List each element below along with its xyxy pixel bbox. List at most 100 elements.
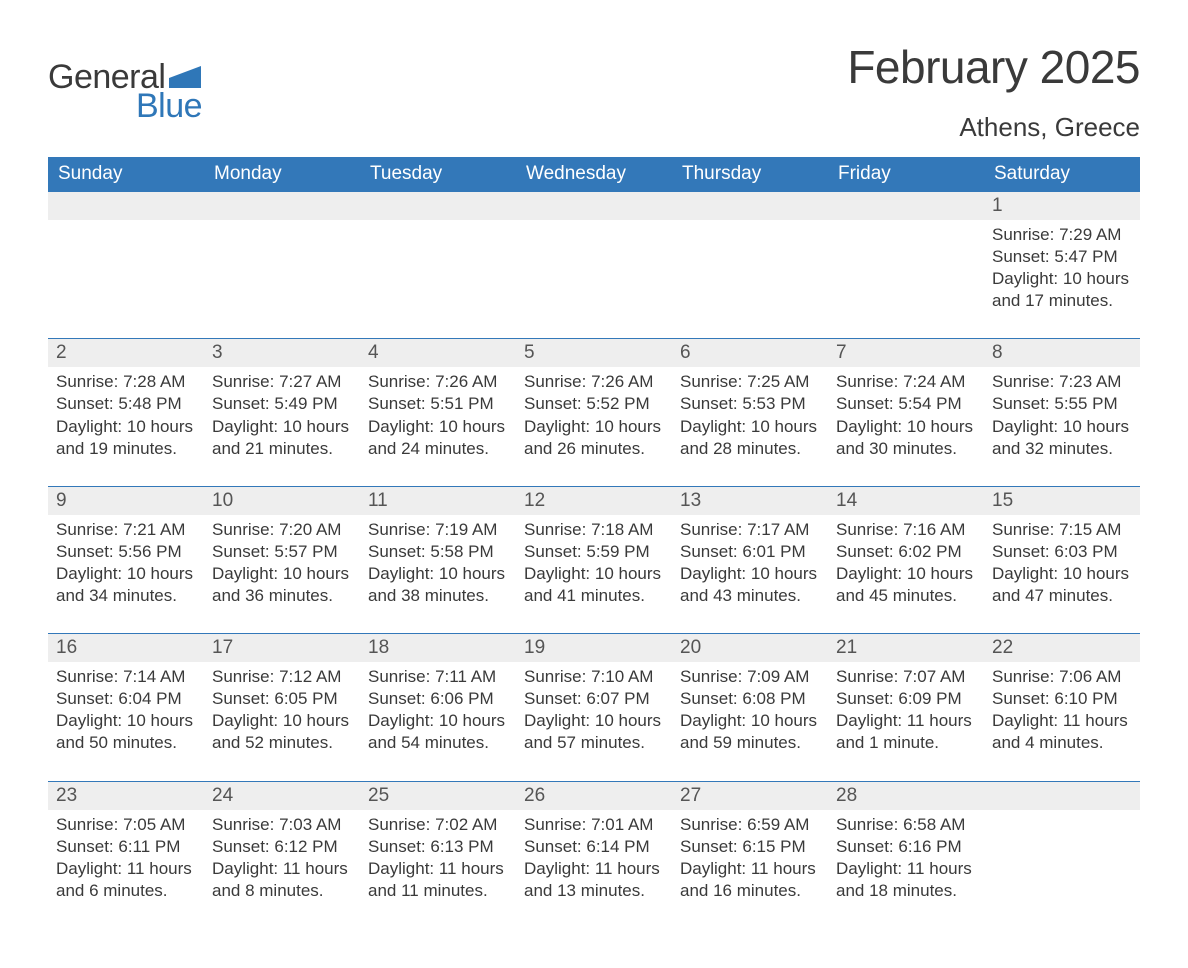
sunrise-text: Sunrise: 7:14 AM [56, 666, 196, 688]
daylight-text: Daylight: 10 hours and 17 minutes. [992, 268, 1132, 312]
sunset-text: Sunset: 6:01 PM [680, 541, 820, 563]
sunrise-text: Sunrise: 6:58 AM [836, 814, 976, 836]
sunset-text: Sunset: 5:53 PM [680, 393, 820, 415]
sunrise-text: Sunrise: 7:12 AM [212, 666, 352, 688]
calendar-day-number: 24 [204, 782, 360, 810]
daylight-text: Daylight: 10 hours and 45 minutes. [836, 563, 976, 607]
calendar-day-number: 5 [516, 339, 672, 367]
sunrise-text: Sunrise: 7:01 AM [524, 814, 664, 836]
sunrise-text: Sunrise: 7:09 AM [680, 666, 820, 688]
calendar-day-cell: Sunrise: 7:29 AMSunset: 5:47 PMDaylight:… [984, 220, 1140, 338]
daylight-text: Daylight: 11 hours and 16 minutes. [680, 858, 820, 902]
calendar-day-number: 6 [672, 339, 828, 367]
calendar-day-number: 14 [828, 487, 984, 515]
calendar-day-cell: Sunrise: 7:25 AMSunset: 5:53 PMDaylight:… [672, 367, 828, 485]
sunrise-text: Sunrise: 7:29 AM [992, 224, 1132, 246]
sunrise-text: Sunrise: 7:07 AM [836, 666, 976, 688]
daylight-text: Daylight: 11 hours and 18 minutes. [836, 858, 976, 902]
calendar-daynum-row: 2345678 [48, 338, 1140, 367]
calendar-day-number: 17 [204, 634, 360, 662]
daylight-text: Daylight: 10 hours and 41 minutes. [524, 563, 664, 607]
daylight-text: Daylight: 10 hours and 36 minutes. [212, 563, 352, 607]
calendar-day-number: 21 [828, 634, 984, 662]
calendar-day-cell: Sunrise: 6:59 AMSunset: 6:15 PMDaylight:… [672, 810, 828, 928]
calendar-day-number [516, 192, 672, 220]
sunset-text: Sunset: 6:16 PM [836, 836, 976, 858]
calendar-day-number: 28 [828, 782, 984, 810]
sunset-text: Sunset: 5:55 PM [992, 393, 1132, 415]
calendar-day-number: 7 [828, 339, 984, 367]
sunrise-text: Sunrise: 7:23 AM [992, 371, 1132, 393]
daylight-text: Daylight: 11 hours and 6 minutes. [56, 858, 196, 902]
calendar-day-cell: Sunrise: 7:09 AMSunset: 6:08 PMDaylight:… [672, 662, 828, 780]
calendar-day-number: 18 [360, 634, 516, 662]
sunset-text: Sunset: 5:51 PM [368, 393, 508, 415]
calendar-day-cell: Sunrise: 7:15 AMSunset: 6:03 PMDaylight:… [984, 515, 1140, 633]
calendar-day-cell [984, 810, 1140, 928]
sunrise-text: Sunrise: 7:02 AM [368, 814, 508, 836]
header-row: General Blue February 2025 Athens, Greec… [48, 40, 1140, 143]
calendar-day-cell: Sunrise: 7:05 AMSunset: 6:11 PMDaylight:… [48, 810, 204, 928]
calendar-day-cell: Sunrise: 7:19 AMSunset: 5:58 PMDaylight:… [360, 515, 516, 633]
sunrise-text: Sunrise: 7:26 AM [368, 371, 508, 393]
daylight-text: Daylight: 11 hours and 8 minutes. [212, 858, 352, 902]
calendar-day-cell: Sunrise: 7:18 AMSunset: 5:59 PMDaylight:… [516, 515, 672, 633]
sunrise-text: Sunrise: 7:28 AM [56, 371, 196, 393]
sunset-text: Sunset: 5:48 PM [56, 393, 196, 415]
calendar-day-number: 11 [360, 487, 516, 515]
calendar-day-number: 3 [204, 339, 360, 367]
title-month-year: February 2025 [847, 40, 1140, 94]
calendar-day-number: 19 [516, 634, 672, 662]
logo-text-blue: Blue [136, 87, 202, 126]
calendar-day-cell [672, 220, 828, 338]
sunrise-text: Sunrise: 6:59 AM [680, 814, 820, 836]
calendar-day-cell [360, 220, 516, 338]
sunset-text: Sunset: 6:09 PM [836, 688, 976, 710]
sunrise-text: Sunrise: 7:21 AM [56, 519, 196, 541]
calendar-daybody-row: Sunrise: 7:29 AMSunset: 5:47 PMDaylight:… [48, 220, 1140, 338]
calendar-daybody-row: Sunrise: 7:14 AMSunset: 6:04 PMDaylight:… [48, 662, 1140, 780]
calendar-day-number: 27 [672, 782, 828, 810]
daylight-text: Daylight: 10 hours and 38 minutes. [368, 563, 508, 607]
calendar-day-cell [48, 220, 204, 338]
sunset-text: Sunset: 5:56 PM [56, 541, 196, 563]
calendar-daynum-row: 1 [48, 191, 1140, 220]
sunrise-text: Sunrise: 7:27 AM [212, 371, 352, 393]
calendar-day-cell: Sunrise: 7:26 AMSunset: 5:52 PMDaylight:… [516, 367, 672, 485]
daylight-text: Daylight: 10 hours and 24 minutes. [368, 416, 508, 460]
sunrise-text: Sunrise: 7:18 AM [524, 519, 664, 541]
calendar-header-cell: Thursday [672, 157, 828, 191]
sunrise-text: Sunrise: 7:11 AM [368, 666, 508, 688]
calendar-day-number [204, 192, 360, 220]
calendar-day-number: 25 [360, 782, 516, 810]
daylight-text: Daylight: 10 hours and 57 minutes. [524, 710, 664, 754]
daylight-text: Daylight: 10 hours and 43 minutes. [680, 563, 820, 607]
calendar-header-row: SundayMondayTuesdayWednesdayThursdayFrid… [48, 157, 1140, 191]
daylight-text: Daylight: 11 hours and 4 minutes. [992, 710, 1132, 754]
calendar-day-cell: Sunrise: 7:07 AMSunset: 6:09 PMDaylight:… [828, 662, 984, 780]
sunset-text: Sunset: 6:11 PM [56, 836, 196, 858]
sunset-text: Sunset: 5:54 PM [836, 393, 976, 415]
calendar-day-cell: Sunrise: 7:01 AMSunset: 6:14 PMDaylight:… [516, 810, 672, 928]
sunset-text: Sunset: 6:13 PM [368, 836, 508, 858]
calendar-day-cell: Sunrise: 7:24 AMSunset: 5:54 PMDaylight:… [828, 367, 984, 485]
sunset-text: Sunset: 6:10 PM [992, 688, 1132, 710]
sunrise-text: Sunrise: 7:19 AM [368, 519, 508, 541]
sunset-text: Sunset: 6:02 PM [836, 541, 976, 563]
calendar-daynum-row: 16171819202122 [48, 633, 1140, 662]
calendar-daybody-row: Sunrise: 7:05 AMSunset: 6:11 PMDaylight:… [48, 810, 1140, 928]
calendar-daynum-row: 9101112131415 [48, 486, 1140, 515]
calendar-daybody-row: Sunrise: 7:21 AMSunset: 5:56 PM Daylight:… [48, 515, 1140, 633]
daylight-text: Daylight: 10 hours and 54 minutes. [368, 710, 508, 754]
calendar-header-cell: Friday [828, 157, 984, 191]
sunrise-text: Sunrise: 7:16 AM [836, 519, 976, 541]
daylight-text: Daylight: 10 hours and 32 minutes. [992, 416, 1132, 460]
calendar-body: 1Sunrise: 7:29 AMSunset: 5:47 PMDaylight… [48, 191, 1140, 928]
calendar-header-cell: Wednesday [516, 157, 672, 191]
calendar-day-cell: Sunrise: 7:06 AMSunset: 6:10 PMDaylight:… [984, 662, 1140, 780]
calendar-header-cell: Monday [204, 157, 360, 191]
sunrise-text: Sunrise: 7:24 AM [836, 371, 976, 393]
calendar-day-number: 1 [984, 192, 1140, 220]
calendar-day-cell: Sunrise: 7:03 AMSunset: 6:12 PMDaylight:… [204, 810, 360, 928]
calendar-day-number [360, 192, 516, 220]
